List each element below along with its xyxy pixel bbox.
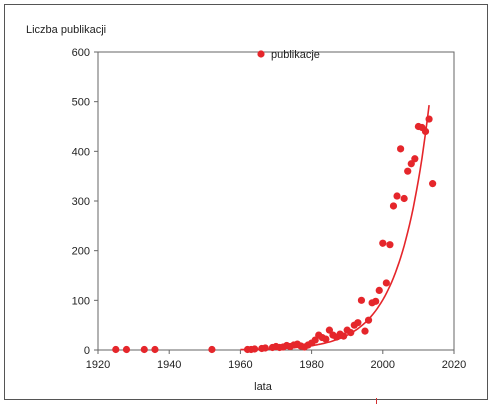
data-point	[261, 344, 269, 352]
legend-label: publikacje	[271, 49, 320, 61]
y-tick-label: 400	[72, 146, 90, 158]
y-axis-title: Liczba publikacji	[26, 24, 106, 36]
data-point	[372, 297, 380, 305]
data-point	[151, 345, 159, 354]
y-tick-label: 0	[84, 345, 90, 357]
x-tick-label: 1940	[157, 359, 181, 371]
x-tick-label: 1920	[86, 359, 110, 371]
x-tick-label: 1960	[228, 359, 252, 371]
legend: publikacje	[257, 49, 320, 61]
plot-area	[97, 51, 455, 351]
data-point	[425, 115, 433, 123]
data-point	[322, 335, 330, 343]
data-point	[361, 327, 369, 335]
data-point	[340, 332, 348, 340]
data-point	[393, 192, 401, 200]
data-point	[375, 286, 383, 294]
data-point	[386, 241, 394, 249]
data-point	[122, 345, 131, 354]
red-mark	[376, 398, 377, 404]
x-tick-label: 1980	[299, 359, 323, 371]
data-point	[325, 326, 333, 334]
x-tick-label: 2020	[442, 359, 466, 371]
y-tick-label: 100	[72, 295, 90, 307]
x-tick-label: 2000	[371, 359, 395, 371]
data-points	[112, 115, 437, 354]
y-tick-label: 300	[72, 196, 90, 208]
data-point	[389, 202, 398, 210]
y-tick-label: 200	[72, 246, 90, 258]
data-point	[251, 345, 259, 353]
data-point	[379, 239, 387, 247]
data-point	[407, 160, 415, 168]
scatter-chart: Liczba publikacji lata 1920 1940 1960 1980 2…	[26, 24, 467, 393]
data-point	[397, 145, 405, 153]
trend-line-path	[240, 105, 430, 351]
data-point	[421, 127, 430, 136]
data-point	[140, 345, 148, 354]
trend-line	[240, 105, 430, 351]
y-tick-label: 500	[72, 97, 90, 109]
legend-marker	[257, 50, 265, 58]
data-point	[404, 167, 412, 175]
data-point	[112, 345, 120, 354]
data-point	[400, 194, 408, 203]
data-point	[429, 180, 437, 188]
data-point	[347, 329, 355, 337]
data-point	[354, 319, 362, 327]
data-point	[357, 296, 366, 304]
data-point	[411, 155, 419, 163]
data-point	[208, 345, 216, 354]
y-tick-label: 600	[72, 47, 90, 59]
x-axis-title: lata	[254, 381, 273, 393]
data-point	[364, 316, 373, 324]
axis-ticks: 1920 1940 1960 1980 2000 2020 0 100 200 300 400 500…	[72, 47, 467, 371]
data-point	[311, 336, 319, 344]
data-point	[382, 279, 390, 287]
chart-frame: Liczba publikacji lata 1920 1940 1960 1980 2…	[4, 4, 488, 400]
